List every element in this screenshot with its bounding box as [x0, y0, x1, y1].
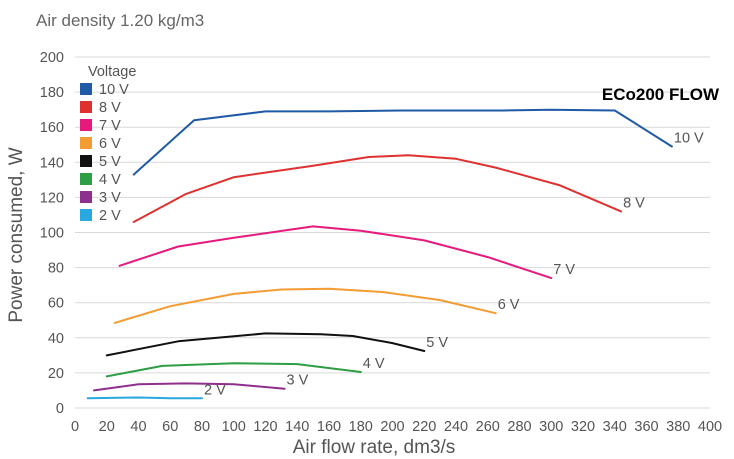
y-axis-label: Power consumed, W: [6, 147, 27, 322]
x-tick-label: 360: [634, 419, 658, 435]
series-line-5v: [105, 332, 426, 357]
series-end-label: 2 V: [204, 382, 226, 398]
chart-subtitle: Air density 1.20 kg/m3: [36, 11, 204, 30]
series-lines: [86, 108, 673, 400]
x-tick-label: 60: [162, 419, 178, 435]
x-tick-label: 200: [380, 419, 404, 435]
x-tick-label: 80: [194, 419, 210, 435]
legend-swatch: [80, 137, 92, 149]
legend-swatch: [80, 119, 92, 131]
series-end-label: 8 V: [623, 195, 645, 211]
legend-label: 3 V: [99, 190, 121, 206]
series-line-2v: [86, 396, 203, 400]
y-tick-label: 120: [40, 190, 64, 206]
legend-label: 2 V: [99, 208, 121, 224]
model-title: ECo200 FLOW: [602, 85, 720, 104]
x-tick-label: 140: [285, 419, 309, 435]
y-tick-label: 0: [56, 401, 64, 417]
x-tick-label: 260: [476, 419, 500, 435]
x-tick-label: 120: [253, 419, 277, 435]
legend-swatch: [80, 191, 92, 203]
series-end-label: 3 V: [287, 373, 309, 389]
x-tick-label: 300: [539, 419, 563, 435]
y-tick-label: 60: [48, 296, 64, 312]
y-tick-label: 20: [48, 366, 64, 382]
legend-swatch: [80, 173, 92, 185]
series-end-label: 5 V: [426, 335, 448, 351]
y-tick-label: 200: [40, 50, 64, 66]
y-tick-label: 180: [40, 85, 64, 101]
series-line-7v: [118, 225, 553, 280]
x-tick-label: 180: [349, 419, 373, 435]
legend-swatch: [80, 209, 92, 221]
legend-label: 4 V: [99, 172, 121, 188]
x-tick-label: 320: [571, 419, 595, 435]
series-line-10v: [132, 108, 673, 176]
series-end-label: 4 V: [363, 356, 385, 372]
x-tick-label: 400: [698, 419, 722, 435]
series-end-label: 10 V: [674, 131, 704, 147]
legend-swatch: [80, 83, 92, 95]
x-tick-label: 100: [222, 419, 246, 435]
y-tick-label: 160: [40, 120, 64, 136]
legend-label: 8 V: [99, 100, 121, 116]
series-line-3v: [93, 382, 286, 392]
x-tick-label: 280: [507, 419, 531, 435]
x-tick-label: 0: [71, 419, 79, 435]
y-tick-label: 100: [40, 226, 64, 242]
series-line-8v: [132, 154, 623, 223]
legend-title: Voltage: [88, 64, 136, 80]
legend-label: 7 V: [99, 118, 121, 134]
y-tick-label: 80: [48, 261, 64, 277]
series-end-label: 7 V: [553, 262, 575, 278]
x-axis-label: Air flow rate, dm3/s: [293, 437, 456, 458]
x-tick-label: 340: [603, 419, 627, 435]
series-end-label: 6 V: [498, 297, 520, 313]
legend-label: 10 V: [99, 82, 129, 98]
series-line-4v: [105, 362, 362, 378]
legend-label: 6 V: [99, 136, 121, 152]
x-tick-label: 220: [412, 419, 436, 435]
x-axis-ticks: 0 20 40 60 80 100 120 140 160 180 200 220 240 260 280 3…: [71, 419, 722, 435]
x-tick-label: 40: [130, 419, 146, 435]
legend-label: 5 V: [99, 154, 121, 170]
y-axis-ticks: 0 20 40 60 80 100 120 140 160 180 200: [40, 50, 64, 417]
x-tick-label: 380: [666, 419, 690, 435]
legend-swatch: [80, 101, 92, 113]
legend-swatch: [80, 155, 92, 167]
series-line-6v: [113, 287, 497, 324]
legend: Voltage 10 V 8 V 7 V 6 V 5 V 4 V 3 V 2 V: [80, 64, 136, 224]
series-end-labels: 10 V 8 V 7 V 6 V 5 V 4 V 3 V 2 V: [204, 131, 704, 399]
y-tick-label: 140: [40, 155, 64, 171]
x-tick-label: 240: [444, 419, 468, 435]
x-tick-label: 160: [317, 419, 341, 435]
y-tick-label: 40: [48, 331, 64, 347]
x-tick-label: 20: [99, 419, 115, 435]
